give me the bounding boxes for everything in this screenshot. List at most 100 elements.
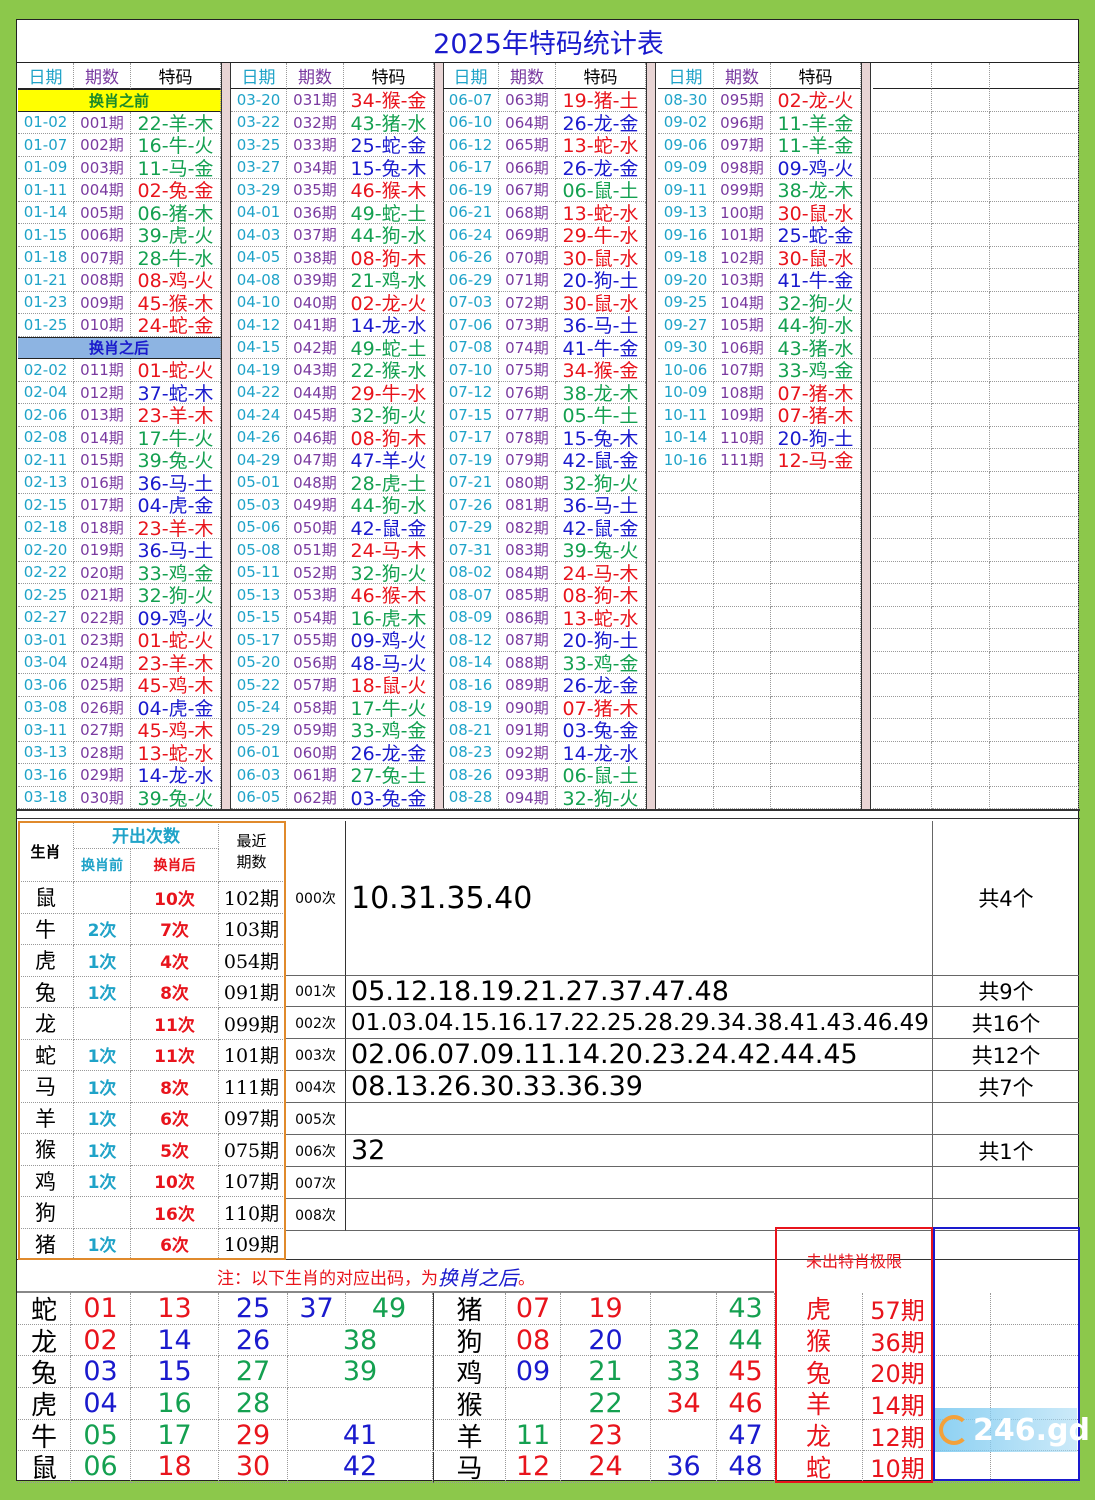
empty-cell <box>990 179 1079 202</box>
empty-cell <box>932 314 990 337</box>
draw-date: 04-08 <box>231 269 287 292</box>
limit-title: 未出特肖极限 <box>805 1252 902 1271</box>
note-suffix: 。 <box>518 1268 535 1289</box>
draw-period: 055期 <box>287 629 344 652</box>
draw-period: 103期 <box>714 269 771 292</box>
draw-code: 24-马-木 <box>344 539 434 562</box>
draw-period: 088期 <box>499 651 556 674</box>
draw-code: 44-狗-水 <box>344 224 434 247</box>
header-period: 期数 <box>287 63 344 89</box>
draw-period: 072期 <box>499 291 556 314</box>
zodiac-number: 21 <box>561 1356 651 1389</box>
draw-date: 05-22 <box>231 674 287 697</box>
draw-period <box>714 719 771 742</box>
draw-date: 02-06 <box>18 404 74 427</box>
draw-date: 01-09 <box>18 156 74 179</box>
draw-code <box>771 539 861 562</box>
freq-total: 共7个 <box>933 1071 1079 1103</box>
draw-date: 05-11 <box>231 561 287 584</box>
empty-cell <box>990 246 1079 269</box>
draw-code: 42-鼠-金 <box>344 516 434 539</box>
draw-date: 03-11 <box>18 719 74 742</box>
freq-numbers <box>346 1103 933 1135</box>
draw-code: 36-马-土 <box>556 314 646 337</box>
empty-cell <box>990 674 1079 697</box>
draw-date: 09-06 <box>658 134 714 157</box>
draw-code: 07-猪-木 <box>771 381 861 404</box>
empty-cell <box>933 1293 991 1325</box>
draw-period: 018期 <box>74 516 131 539</box>
draw-code: 34-猴-金 <box>556 359 646 382</box>
draw-code <box>771 786 861 809</box>
stats-zodiac: 龙 <box>18 1008 74 1040</box>
zodiac-name: 马 <box>433 1451 506 1484</box>
draw-date: 10-14 <box>658 426 714 449</box>
draw-code <box>771 651 861 674</box>
draw-code: 23-羊-木 <box>131 404 221 427</box>
freq-key: 004次 <box>286 1071 346 1103</box>
draw-code: 04-虎-金 <box>131 494 221 517</box>
stats-zodiac: 鸡 <box>18 1165 74 1197</box>
zodiac-number: 37 <box>288 1293 346 1325</box>
draw-period: 066期 <box>499 156 556 179</box>
draw-code: 17-牛-火 <box>131 426 221 449</box>
draw-code <box>771 606 861 629</box>
draw-date: 08-23 <box>443 741 499 764</box>
draw-period: 107期 <box>714 359 771 382</box>
empty-cell <box>932 381 990 404</box>
draw-period: 010期 <box>74 314 131 337</box>
column-separator <box>221 63 231 809</box>
draw-date: 05-17 <box>231 629 287 652</box>
draw-code: 06-鼠-土 <box>556 764 646 787</box>
draw-code: 32-狗-火 <box>344 561 434 584</box>
limit-zodiac: 兔 <box>775 1356 863 1389</box>
draw-code: 36-马-土 <box>131 539 221 562</box>
empty-header <box>932 63 990 89</box>
draw-period: 090期 <box>499 696 556 719</box>
zodiac-name: 猪 <box>433 1293 506 1325</box>
draw-code: 46-猴-木 <box>344 584 434 607</box>
header-date: 日期 <box>18 63 74 89</box>
draw-date: 03-27 <box>231 156 287 179</box>
draw-code: 08-鸡-火 <box>131 269 221 292</box>
draw-period: 057期 <box>287 674 344 697</box>
draw-code: 15-兔-木 <box>556 426 646 449</box>
draw-date: 03-13 <box>18 741 74 764</box>
freq-numbers <box>346 1167 933 1199</box>
draw-code: 26-龙-金 <box>556 674 646 697</box>
divider <box>17 1259 1080 1260</box>
empty-cell <box>932 359 990 382</box>
draw-period: 069期 <box>499 224 556 247</box>
zodiac-number: 22 <box>561 1388 651 1420</box>
zodiac-number: 13 <box>131 1293 219 1325</box>
draw-period: 063期 <box>499 89 556 112</box>
draw-period: 035期 <box>287 179 344 202</box>
draw-date: 10-16 <box>658 449 714 472</box>
draw-date: 05-03 <box>231 494 287 517</box>
draw-code: 06-猪-木 <box>131 201 221 224</box>
draw-date: 05-20 <box>231 651 287 674</box>
zodiac-number: 26 <box>219 1324 288 1357</box>
header-date: 日期 <box>658 63 714 89</box>
draw-period: 013期 <box>74 404 131 427</box>
empty-cell <box>990 156 1079 179</box>
draw-period <box>714 561 771 584</box>
draw-period: 089期 <box>499 674 556 697</box>
freq-numbers: 02.06.07.09.11.14.20.23.24.42.44.45 <box>346 1039 933 1071</box>
limit-zodiac: 龙 <box>775 1419 863 1452</box>
draw-period: 009期 <box>74 291 131 314</box>
draw-period: 033期 <box>287 134 344 157</box>
freq-key: 001次 <box>286 976 346 1007</box>
empty-cell <box>990 449 1079 472</box>
draw-code: 22-羊-木 <box>131 111 221 134</box>
freq-total: 共16个 <box>933 1007 1079 1039</box>
draw-code: 20-狗-土 <box>556 629 646 652</box>
draw-period: 007期 <box>74 246 131 269</box>
draw-code: 23-羊-木 <box>131 651 221 674</box>
empty-cell <box>932 156 990 179</box>
empty-cell <box>990 741 1079 764</box>
zodiac-number: 42 <box>288 1451 433 1484</box>
stats-zodiac: 鼠 <box>18 882 74 914</box>
draw-date: 02-20 <box>18 539 74 562</box>
empty-cell <box>873 539 932 562</box>
